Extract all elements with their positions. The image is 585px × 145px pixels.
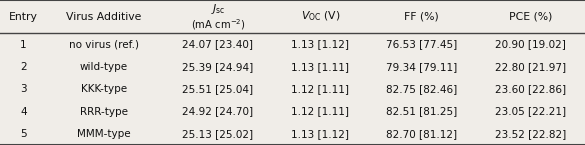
Text: 1: 1 [20, 40, 27, 49]
Text: 24.07 [23.40]: 24.07 [23.40] [183, 40, 253, 49]
Text: 1.13 [1.12]: 1.13 [1.12] [291, 129, 349, 139]
Text: Entry: Entry [9, 12, 38, 22]
Text: Virus Additive: Virus Additive [66, 12, 142, 22]
Text: FF (%): FF (%) [404, 12, 439, 22]
Text: 4: 4 [20, 107, 27, 116]
Text: $\it{J}_{\mathregular{sc}}$: $\it{J}_{\mathregular{sc}}$ [211, 2, 225, 16]
Text: KKK-type: KKK-type [81, 84, 127, 94]
Text: 25.51 [25.04]: 25.51 [25.04] [183, 84, 253, 94]
Text: 2: 2 [20, 62, 27, 72]
Text: wild-type: wild-type [80, 62, 128, 72]
Text: 82.75 [82.46]: 82.75 [82.46] [386, 84, 457, 94]
Text: 1.12 [1.11]: 1.12 [1.11] [291, 84, 349, 94]
Text: 3: 3 [20, 84, 27, 94]
Text: 25.39 [24.94]: 25.39 [24.94] [183, 62, 253, 72]
Text: no virus (ref.): no virus (ref.) [69, 40, 139, 49]
Text: 1.13 [1.12]: 1.13 [1.12] [291, 40, 349, 49]
Text: 82.51 [81.25]: 82.51 [81.25] [386, 107, 457, 116]
Text: $\it{V}_{\mathregular{OC}}$ (V): $\it{V}_{\mathregular{OC}}$ (V) [301, 10, 340, 23]
Text: 23.60 [22.86]: 23.60 [22.86] [495, 84, 566, 94]
Text: 1.12 [1.11]: 1.12 [1.11] [291, 107, 349, 116]
Text: PCE (%): PCE (%) [509, 12, 553, 22]
Text: (mA cm$^{-2}$): (mA cm$^{-2}$) [191, 18, 245, 32]
Text: 23.05 [22.21]: 23.05 [22.21] [495, 107, 566, 116]
Text: RRR-type: RRR-type [80, 107, 128, 116]
Text: 82.70 [81.12]: 82.70 [81.12] [386, 129, 457, 139]
Text: 5: 5 [20, 129, 27, 139]
Text: 1.13 [1.11]: 1.13 [1.11] [291, 62, 349, 72]
Text: 25.13 [25.02]: 25.13 [25.02] [183, 129, 253, 139]
Text: 20.90 [19.02]: 20.90 [19.02] [495, 40, 566, 49]
Text: 24.92 [24.70]: 24.92 [24.70] [183, 107, 253, 116]
Text: 79.34 [79.11]: 79.34 [79.11] [386, 62, 457, 72]
Text: 23.52 [22.82]: 23.52 [22.82] [495, 129, 566, 139]
Text: MMM-type: MMM-type [77, 129, 130, 139]
Text: 76.53 [77.45]: 76.53 [77.45] [386, 40, 457, 49]
Text: 22.80 [21.97]: 22.80 [21.97] [495, 62, 566, 72]
